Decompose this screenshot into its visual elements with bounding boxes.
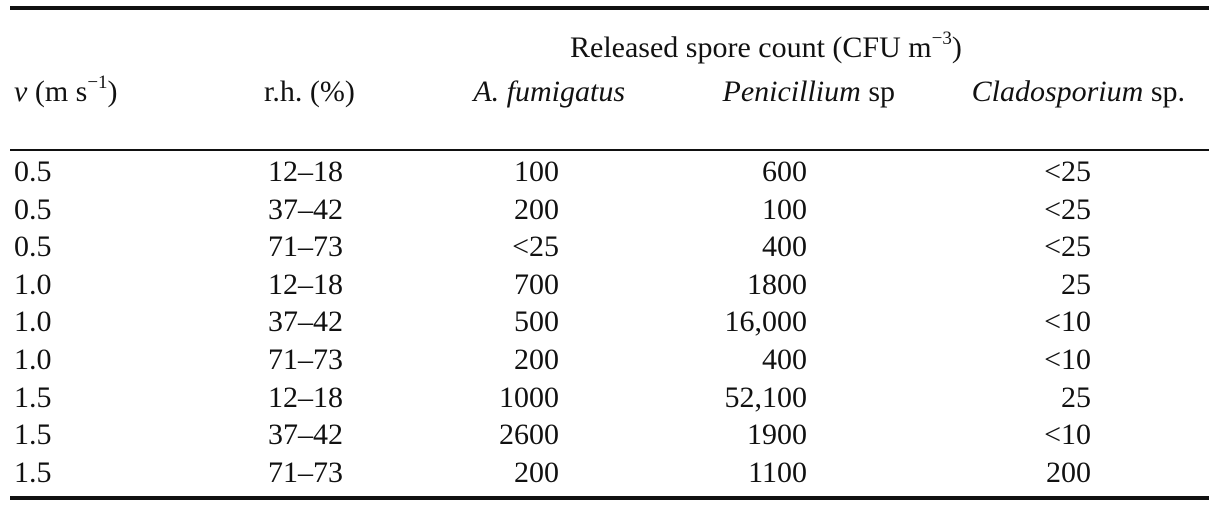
- cell-velocity: 1.0: [14, 267, 52, 301]
- cell-relative-humidity: 12–18: [268, 155, 343, 188]
- cell-a-fumigatus: 200: [514, 192, 559, 226]
- cell-penicillium: 100: [762, 192, 807, 226]
- cell-cladosporium: 200: [1046, 455, 1091, 489]
- cell-a-fumigatus: 500: [514, 305, 559, 339]
- cell-relative-humidity: 12–18: [268, 267, 343, 301]
- cell-penicillium: 1800: [747, 267, 807, 301]
- cell-cladosporium: <25: [1044, 230, 1091, 264]
- cell-velocity: 1.5: [14, 455, 52, 489]
- cell-velocity: 1.0: [14, 343, 52, 376]
- cell-relative-humidity: 71–73: [268, 343, 343, 376]
- cell-relative-humidity: 71–73: [268, 455, 343, 489]
- cell-cladosporium: <10: [1044, 343, 1091, 376]
- cell-velocity: 0.5: [14, 192, 52, 226]
- cell-penicillium: 16,000: [724, 305, 808, 339]
- cell-velocity: 0.5: [14, 230, 52, 264]
- cell-cladosporium: <10: [1044, 418, 1091, 452]
- cell-penicillium: 600: [762, 155, 807, 188]
- header-relative-humidity: r.h. (%): [264, 75, 355, 108]
- cell-relative-humidity: 12–18: [268, 380, 343, 414]
- cell-velocity: 1.5: [14, 418, 52, 452]
- cell-relative-humidity: 71–73: [268, 230, 343, 264]
- header-a-fumigatus: A. fumigatus: [473, 75, 625, 108]
- cell-velocity: 1.5: [14, 380, 52, 414]
- group-header-released-spore-count: Released spore count (CFU m−3): [570, 28, 962, 64]
- cell-a-fumigatus: 200: [514, 343, 559, 376]
- cell-relative-humidity: 37–42: [268, 418, 343, 452]
- cell-relative-humidity: 37–42: [268, 192, 343, 226]
- table-top-rule: [10, 6, 1209, 10]
- cell-penicillium: 1100: [748, 455, 807, 489]
- cell-a-fumigatus: <25: [512, 230, 559, 264]
- cell-penicillium: 52,100: [724, 380, 808, 414]
- cell-penicillium: 400: [762, 230, 807, 264]
- cell-a-fumigatus: 100: [514, 155, 559, 188]
- header-rule: [10, 149, 1209, 151]
- cell-cladosporium: <25: [1044, 192, 1091, 226]
- cell-cladosporium: 25: [1061, 267, 1091, 301]
- cell-a-fumigatus: 2600: [499, 418, 559, 452]
- table-bottom-rule: [10, 496, 1209, 500]
- cell-cladosporium: <10: [1044, 305, 1091, 339]
- cell-cladosporium: <25: [1044, 155, 1091, 188]
- cell-cladosporium: 25: [1061, 380, 1091, 414]
- spore-count-table: Released spore count (CFU m−3) v (m s−1)…: [10, 6, 1209, 500]
- cell-a-fumigatus: 1000: [499, 380, 559, 414]
- cell-penicillium: 1900: [747, 418, 807, 452]
- cell-velocity: 1.0: [14, 305, 52, 339]
- header-velocity: v (m s−1): [14, 72, 118, 108]
- header-penicillium: Penicillium sp: [722, 75, 895, 108]
- cell-velocity: 0.5: [14, 155, 52, 188]
- cell-a-fumigatus: 200: [514, 455, 559, 489]
- cell-a-fumigatus: 700: [514, 267, 559, 301]
- header-cladosporium: Cladosporium sp.: [971, 75, 1185, 108]
- cell-penicillium: 400: [762, 343, 807, 376]
- cell-relative-humidity: 37–42: [268, 305, 343, 339]
